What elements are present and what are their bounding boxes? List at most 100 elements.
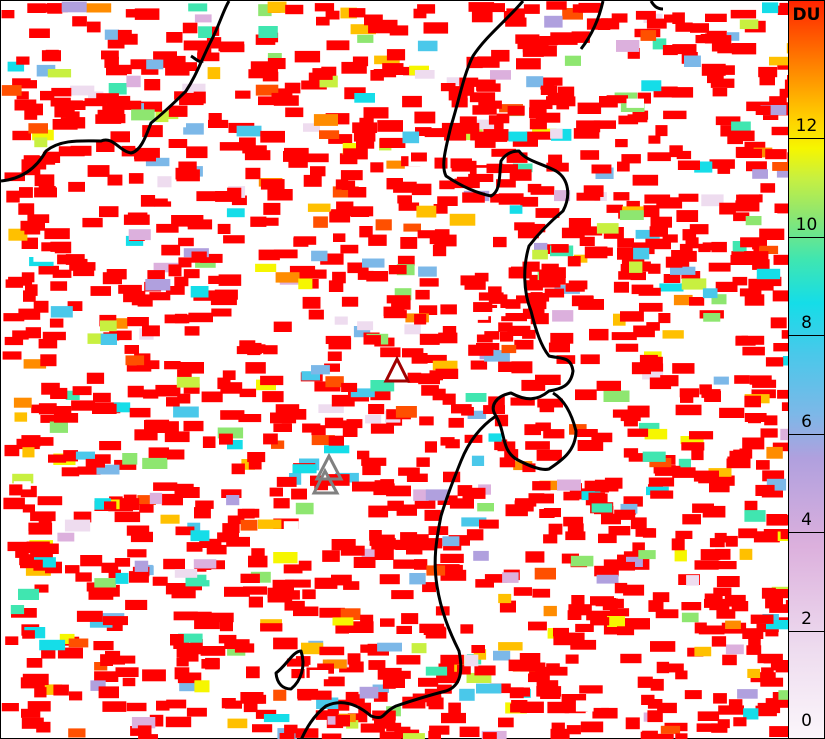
so2-pixel <box>536 680 559 692</box>
so2-pixel <box>539 509 555 518</box>
so2-pixel <box>90 286 111 296</box>
so2-pixel <box>105 650 121 663</box>
so2-pixel <box>544 288 565 298</box>
so2-pixel <box>627 48 640 59</box>
so2-pixel <box>733 212 750 222</box>
so2-pixel <box>678 193 699 202</box>
so2-pixel <box>12 130 31 141</box>
so2-pixel <box>528 299 547 310</box>
so2-pixel <box>766 446 783 459</box>
so2-pixel <box>630 271 646 281</box>
so2-pixel <box>301 80 327 90</box>
so2-pixel <box>711 294 727 305</box>
so2-pixel <box>632 542 645 555</box>
so2-pixel <box>713 693 727 704</box>
so2-pixel <box>139 504 154 513</box>
so2-pixel <box>352 56 369 67</box>
so2-pixel <box>33 300 49 313</box>
so2-pixel <box>257 519 282 529</box>
so2-pixel <box>191 251 207 263</box>
so2-pixel <box>623 584 645 596</box>
so2-pixel <box>744 510 766 522</box>
so2-pixel <box>273 321 292 332</box>
so2-pixel <box>307 203 331 212</box>
so2-pixel <box>490 70 511 80</box>
so2-pixel <box>749 375 772 385</box>
so2-pixel <box>40 354 57 367</box>
so2-pixel <box>126 525 150 536</box>
so2-pixel <box>698 625 725 635</box>
so2-pixel <box>198 26 212 38</box>
so2-pixel <box>722 654 737 666</box>
so2-pixel <box>672 363 695 374</box>
so2-pixel <box>472 105 497 115</box>
so2-pixel <box>331 209 345 220</box>
so2-pixel <box>425 489 449 501</box>
so2-pixel <box>398 467 420 476</box>
so2-pixel <box>328 435 344 446</box>
so2-pixel <box>780 529 790 540</box>
so2-pixel <box>136 360 160 370</box>
so2-pixel <box>149 292 171 301</box>
so2-pixel <box>138 734 158 739</box>
so2-pixel <box>648 477 675 487</box>
so2-pixel <box>250 216 267 227</box>
so2-pixel <box>222 370 236 380</box>
so2-pixel <box>285 107 304 118</box>
so2-pixel <box>292 464 317 474</box>
so2-pixel <box>285 4 304 15</box>
so2-pixel <box>358 702 371 715</box>
volcano-marker-gray-2 <box>311 467 340 495</box>
so2-pixel <box>211 308 232 317</box>
so2-pixel <box>370 70 384 81</box>
so2-pixel <box>691 448 704 461</box>
so2-pixel <box>488 115 504 125</box>
so2-pixel <box>609 608 630 617</box>
so2-pixel <box>545 276 566 285</box>
so2-pixel <box>375 219 392 231</box>
so2-pixel <box>576 192 601 201</box>
so2-pixel <box>156 223 179 233</box>
so2-pixel <box>219 142 245 151</box>
so2-pixel <box>662 45 678 56</box>
so2-pixel <box>8 276 33 286</box>
so2-pixel <box>340 608 361 620</box>
so2-pixel <box>102 105 125 115</box>
so2-pixel <box>41 648 56 659</box>
so2-pixel <box>681 271 701 279</box>
so2-pixel <box>478 292 504 301</box>
so2-pixel <box>297 688 319 699</box>
so2-pixel <box>164 431 190 443</box>
so2-pixel <box>332 186 359 198</box>
so2-pixel <box>517 38 543 50</box>
so2-pixel <box>681 602 702 611</box>
so2-pixel <box>319 646 345 656</box>
island-north <box>190 54 204 63</box>
so2-pixel <box>551 36 578 45</box>
so2-pixel <box>416 541 435 551</box>
so2-pixel <box>155 110 179 123</box>
so2-pixel <box>551 722 565 735</box>
so2-pixel <box>692 503 714 513</box>
so2-pixel <box>674 549 687 562</box>
so2-pixel <box>383 310 407 319</box>
so2-pixel <box>347 262 369 274</box>
so2-pixel <box>368 234 387 246</box>
so2-pixel <box>552 310 574 322</box>
so2-pixel <box>186 707 207 717</box>
so2-pixel <box>766 478 787 491</box>
so2-pixel <box>470 360 488 370</box>
so2-pixel <box>122 677 136 687</box>
so2-pixel <box>655 609 679 619</box>
so2-pixel <box>59 633 75 644</box>
so2-pixel <box>94 671 119 682</box>
so2-pixel <box>433 204 448 214</box>
so2-pixel <box>243 586 267 595</box>
so2-pixel <box>550 128 563 139</box>
so2-pixel <box>363 107 389 119</box>
so2-pixel <box>419 416 434 426</box>
so2-pixel <box>520 196 539 207</box>
so2-pixel <box>319 130 340 139</box>
so2-pixel <box>352 122 378 133</box>
so2-pixel <box>153 51 177 60</box>
